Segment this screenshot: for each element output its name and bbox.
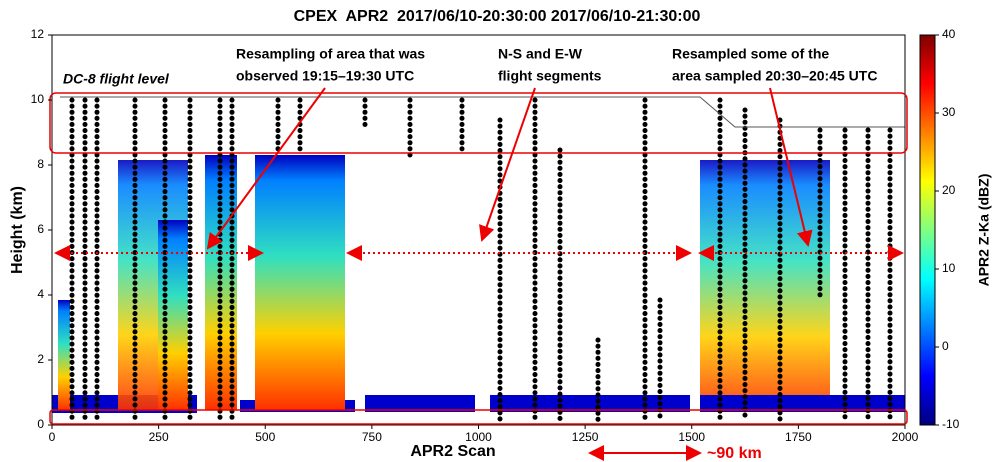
x-tick-label: 250: [149, 430, 169, 444]
scale-bar-label: ~90 km: [707, 445, 762, 462]
colorbar-tick-label: -10: [942, 417, 960, 431]
colorbar-tick-label: 10: [942, 261, 956, 275]
colorbar-tick-label: 30: [942, 105, 956, 119]
colorbar-tick-label: 0: [942, 339, 949, 353]
y-tick-label: 4: [37, 287, 44, 301]
flight-level: [60, 96, 905, 128]
annotation: N-S and E-W: [498, 46, 583, 62]
x-tick-label: 500: [255, 430, 275, 444]
annotation: DC-8 flight level: [63, 71, 170, 87]
y-tick-label: 10: [31, 92, 45, 106]
x-tick-label: 1000: [465, 430, 492, 444]
y-tick-label: 12: [31, 27, 45, 41]
y-tick-label: 8: [37, 157, 44, 171]
colorbar-tick-label: 20: [942, 183, 956, 197]
chart-title: CPEX APR2 2017/06/10-20:30:00 2017/06/10…: [294, 8, 701, 25]
arrows: [54, 87, 904, 461]
annotation: Resampling of area that was: [236, 46, 425, 62]
radar-echoes: [52, 155, 905, 413]
annotation: area sampled 20:30–20:45 UTC: [672, 68, 877, 84]
annotation: Resampled some of the: [672, 46, 829, 62]
highlight-box: [49, 409, 908, 425]
annotation: observed 19:15–19:30 UTC: [236, 68, 414, 84]
y-tick-label: 0: [37, 417, 44, 431]
annotation: flight segments: [498, 68, 602, 84]
y-axis-label: Height (km): [9, 186, 26, 274]
highlight-box: [49, 92, 908, 154]
x-tick-label: 1250: [572, 430, 599, 444]
x-tick-label: 1500: [678, 430, 705, 444]
colorbar-label: APR2 Z-Ka (dBZ): [976, 174, 992, 287]
colorbar: [919, 34, 936, 426]
y-tick-label: 6: [37, 222, 44, 236]
x-axis-label: APR2 Scan: [410, 443, 495, 460]
colorbar-tick-label: 40: [942, 27, 956, 41]
x-tick-label: 1750: [785, 430, 812, 444]
y-tick-label: 2: [37, 352, 44, 366]
x-tick-label: 750: [362, 430, 382, 444]
x-tick-label: 0: [49, 430, 56, 444]
x-tick-label: 2000: [892, 430, 919, 444]
